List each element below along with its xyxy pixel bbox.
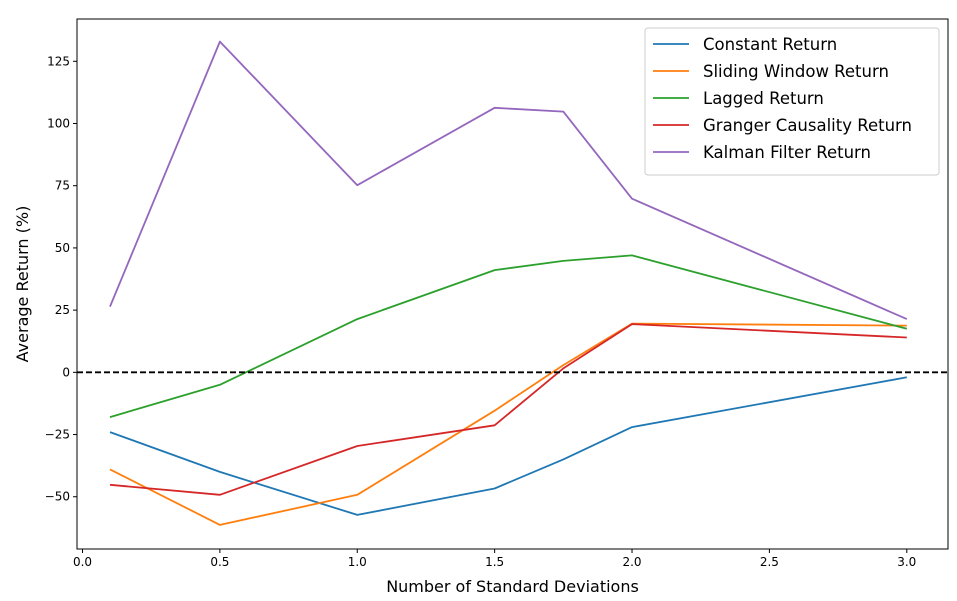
series-line-2 (109, 254, 908, 418)
plot-frame (76, 18, 949, 550)
x-tick-label: 2.0 (622, 555, 641, 569)
y-tick-label: 100 (47, 117, 70, 131)
legend-box (644, 27, 940, 176)
y-tick-label: 75 (55, 179, 70, 193)
series-line-0 (109, 376, 907, 516)
legend-label-4: Kalman Filter Return (703, 143, 871, 162)
series-line-3 (109, 323, 907, 496)
y-tick-label: 50 (55, 241, 70, 255)
y-tick-label: 25 (55, 303, 70, 317)
x-tick-label: 1.5 (485, 555, 504, 569)
y-tick-label: 0 (62, 365, 70, 379)
legend-label-3: Granger Causality Return (703, 116, 912, 135)
legend-label-2: Lagged Return (703, 89, 824, 108)
x-tick-label: 2.5 (760, 555, 779, 569)
legend: Constant Return Sliding Window Return Lagg… (644, 27, 940, 176)
legend-label-1: Sliding Window Return (703, 62, 889, 81)
y-tick-label: 125 (47, 54, 70, 68)
x-tick-label: 3.0 (897, 555, 916, 569)
x-axis-title: Number of Standard Deviations (386, 577, 639, 596)
y-axis-title: Average Return (%) (13, 206, 32, 363)
x-tick-label: 0.5 (210, 555, 229, 569)
x-tick-label: 1.0 (348, 555, 367, 569)
series-layer (109, 40, 908, 526)
x-axis: 0.0 0.5 1.0 1.5 2.0 2.5 3.0 (73, 549, 916, 569)
y-tick-label: −25 (45, 428, 70, 442)
legend-label-0: Constant Return (703, 35, 837, 54)
x-tick-label: 0.0 (73, 555, 92, 569)
y-axis: −50 −25 0 25 50 75 100 125 (45, 54, 77, 504)
y-tick-label: −50 (45, 490, 70, 504)
series-line-4 (109, 40, 908, 320)
